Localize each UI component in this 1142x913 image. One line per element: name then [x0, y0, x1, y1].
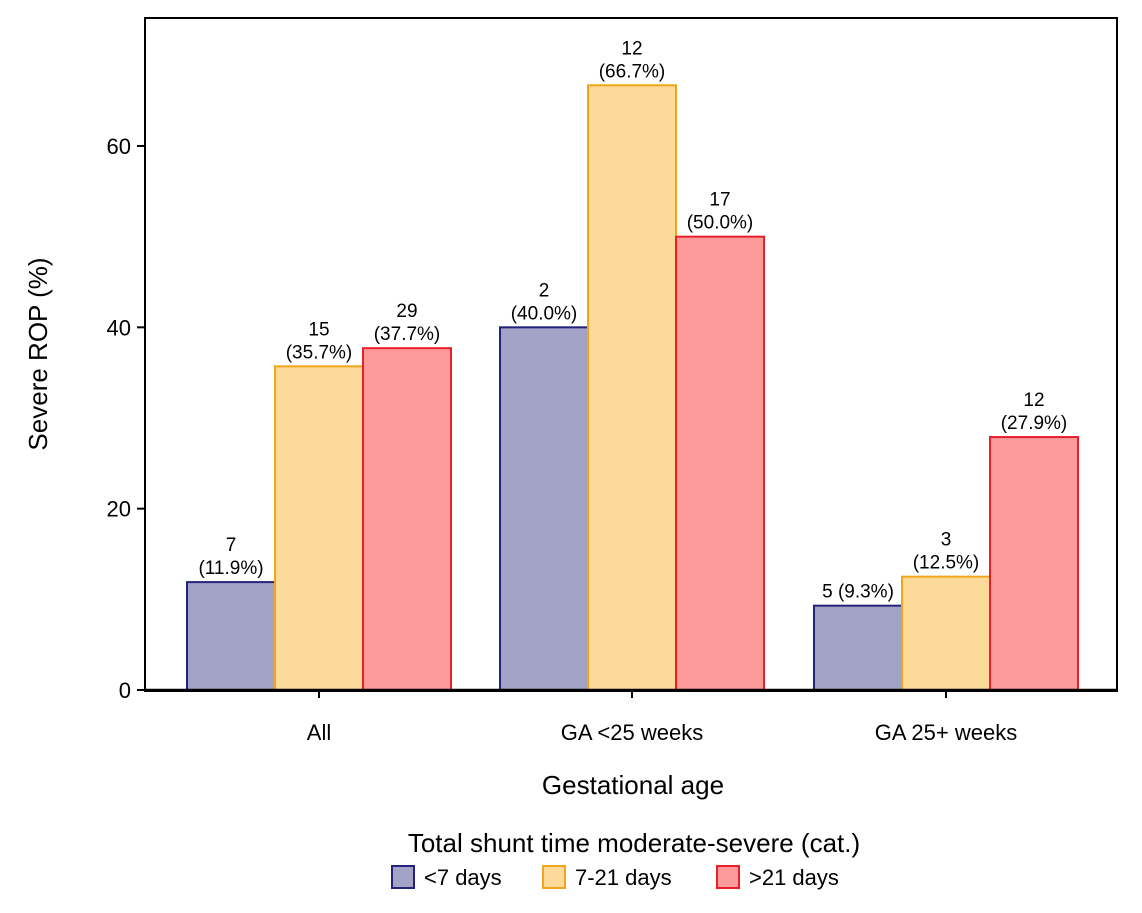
legend-swatch	[716, 865, 740, 889]
legend-item-label: <7 days	[424, 865, 502, 890]
x-tick-label: GA <25 weeks	[561, 720, 703, 745]
bar-data-label: 5 (9.3%)	[822, 582, 894, 603]
bar	[813, 604, 903, 691]
y-axis: 0 20 40 60	[107, 134, 145, 703]
bar	[362, 347, 452, 691]
bar-data-label: 7	[226, 535, 237, 556]
legend-item-label: >21 days	[749, 865, 839, 890]
legend: Total shunt time moderate-severe (cat.) …	[391, 828, 860, 890]
bar-data-label: 29	[396, 301, 417, 322]
legend-swatch	[391, 865, 415, 889]
y-tick-label: 60	[107, 134, 131, 159]
legend-title: Total shunt time moderate-severe (cat.)	[408, 828, 860, 858]
bar-data-label: (12.5%)	[913, 553, 980, 574]
bar-data-label: (37.7%)	[374, 324, 441, 345]
bar-data-label: 12	[621, 38, 642, 59]
bar-data-label: (11.9%)	[198, 558, 263, 579]
plot-area: 7(11.9%)15(35.7%)29(37.7%)2(40.0%)12(66.…	[186, 38, 1079, 692]
bar-data-label: (66.7%)	[599, 61, 666, 82]
bar	[989, 436, 1079, 692]
bar-data-label: 2	[539, 280, 550, 301]
bar-data-label: (40.0%)	[511, 303, 578, 324]
bar-data-label: 15	[308, 319, 329, 340]
legend-item-label: 7-21 days	[575, 865, 672, 890]
y-tick-label: 20	[107, 497, 131, 522]
x-axis-title: Gestational age	[542, 770, 724, 800]
y-tick-label: 0	[119, 678, 131, 703]
bar	[274, 365, 364, 691]
bar-data-label: 3	[941, 530, 952, 551]
bar-data-label: 17	[709, 190, 730, 211]
x-axis: All GA <25 weeks GA 25+ weeks	[145, 688, 1117, 745]
bar	[499, 326, 589, 691]
bar	[587, 84, 677, 691]
bar	[901, 575, 991, 692]
bar-data-label: (35.7%)	[286, 342, 353, 363]
legend-swatch	[542, 865, 566, 889]
bar-data-label: (27.9%)	[1001, 413, 1068, 434]
x-tick-label: GA 25+ weeks	[875, 720, 1017, 745]
y-tick-label: 40	[107, 315, 131, 340]
bar-data-label: 12	[1023, 390, 1044, 411]
bar	[675, 235, 765, 692]
bar-data-label: (50.0%)	[687, 213, 754, 234]
x-tick-label: All	[307, 720, 331, 745]
bar	[186, 581, 276, 692]
y-axis-title: Severe ROP (%)	[23, 257, 53, 450]
